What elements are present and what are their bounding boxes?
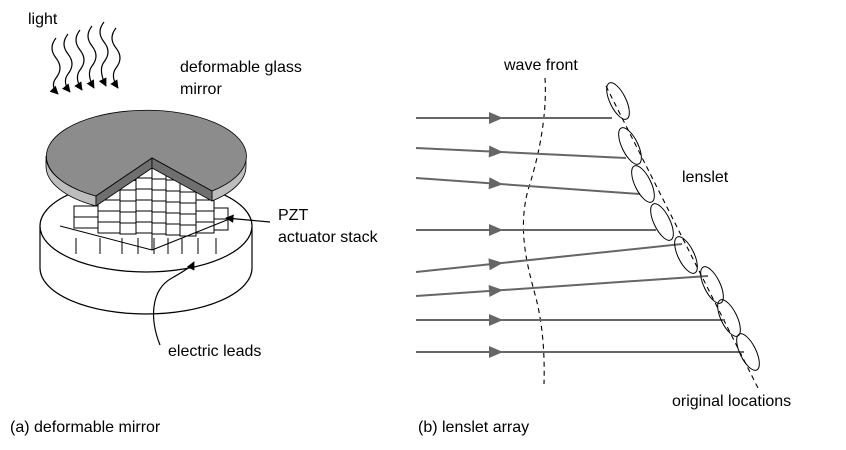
mirror-label-line2: mirror — [180, 81, 222, 98]
pzt-brick — [165, 201, 181, 214]
deformable-mirror-panel: light deformable glass mirror PZT actuat… — [10, 11, 379, 436]
light-ray — [86, 25, 97, 89]
pzt-brick — [165, 190, 181, 203]
ray-arrowhead — [489, 112, 503, 124]
pzt-brick — [151, 211, 167, 224]
ray-arrowhead — [488, 258, 503, 271]
leader-lines — [152, 214, 271, 346]
pzt-actuator-stacks — [73, 167, 229, 254]
ray-arrowhead — [488, 285, 503, 297]
lenslet-array-panel: wave front lenslet original locations (b… — [415, 57, 791, 436]
ray-line — [415, 147, 627, 159]
lenslet-label: lenslet — [682, 169, 729, 186]
pzt-brick — [179, 224, 197, 237]
cutout-floor — [59, 176, 233, 251]
mirror-disc — [45, 109, 247, 207]
mirror-cut-face-right — [151, 157, 213, 202]
ray-line — [415, 243, 683, 273]
pzt-brick — [179, 191, 197, 204]
ray-arrowhead — [489, 346, 503, 358]
pzt-brick — [151, 200, 167, 213]
original-locations-line — [605, 85, 759, 389]
lenslet — [606, 82, 630, 120]
pzt-brick — [165, 212, 181, 225]
lenslet — [650, 203, 674, 241]
pzt-brick — [151, 189, 167, 202]
light-rays-b — [415, 112, 744, 358]
pzt-brick — [195, 199, 215, 212]
pzt-brick — [165, 223, 181, 236]
light-rays — [49, 21, 121, 95]
ray-arrowhead — [489, 314, 503, 326]
pzt-brick — [195, 210, 215, 223]
pzt-brick — [151, 222, 167, 235]
ray-line — [415, 177, 641, 195]
light-ray — [49, 37, 61, 95]
lenslet — [717, 299, 741, 337]
pzt-brick — [119, 211, 137, 224]
pzt-label-line1: PZT — [278, 207, 308, 224]
pzt-brick — [119, 189, 137, 202]
pzt-brick — [135, 199, 153, 212]
pzt-brick — [97, 221, 121, 234]
pzt-brick — [213, 207, 229, 220]
pzt-leader — [225, 214, 271, 223]
lenslet — [700, 266, 724, 304]
pzt-label-line2: actuator stack — [278, 229, 379, 246]
pzt-brick — [119, 222, 137, 235]
pzt-brick — [73, 216, 99, 229]
panel-b-caption: (b) lenslet array — [418, 419, 529, 436]
wave-front-label: wave front — [503, 57, 578, 74]
light-ray — [61, 33, 73, 93]
pzt-brick — [135, 221, 153, 234]
mirror-label-line1: deformable glass — [180, 59, 302, 76]
pzt-brick — [97, 210, 121, 223]
pzt-brick — [135, 210, 153, 223]
leads-leader — [152, 261, 195, 346]
light-label: light — [28, 11, 58, 28]
panel-a-caption: (a) deformable mirror — [10, 419, 161, 436]
pzt-brick — [135, 188, 153, 201]
mirror-top — [46, 109, 247, 197]
leads-label: electric leads — [168, 343, 261, 360]
lenslet — [631, 165, 655, 203]
light-ray — [74, 29, 85, 91]
lenslet — [674, 236, 698, 274]
pzt-brick — [119, 200, 137, 213]
wave-front-curve — [522, 77, 546, 385]
original-locations-label: original locations — [672, 393, 791, 410]
ray-arrowhead — [488, 145, 503, 158]
ray-arrowhead — [488, 177, 503, 190]
pzt-brick — [213, 218, 229, 231]
pzt-brick — [179, 202, 197, 215]
light-ray — [98, 21, 109, 87]
lenslets — [606, 82, 760, 371]
lenslet — [736, 333, 760, 371]
pzt-brick — [73, 205, 99, 218]
ray-arrowhead — [489, 224, 503, 236]
light-ray — [110, 27, 121, 89]
lenslet — [618, 127, 642, 165]
pzt-brick — [179, 213, 197, 226]
ray-line — [415, 275, 709, 297]
